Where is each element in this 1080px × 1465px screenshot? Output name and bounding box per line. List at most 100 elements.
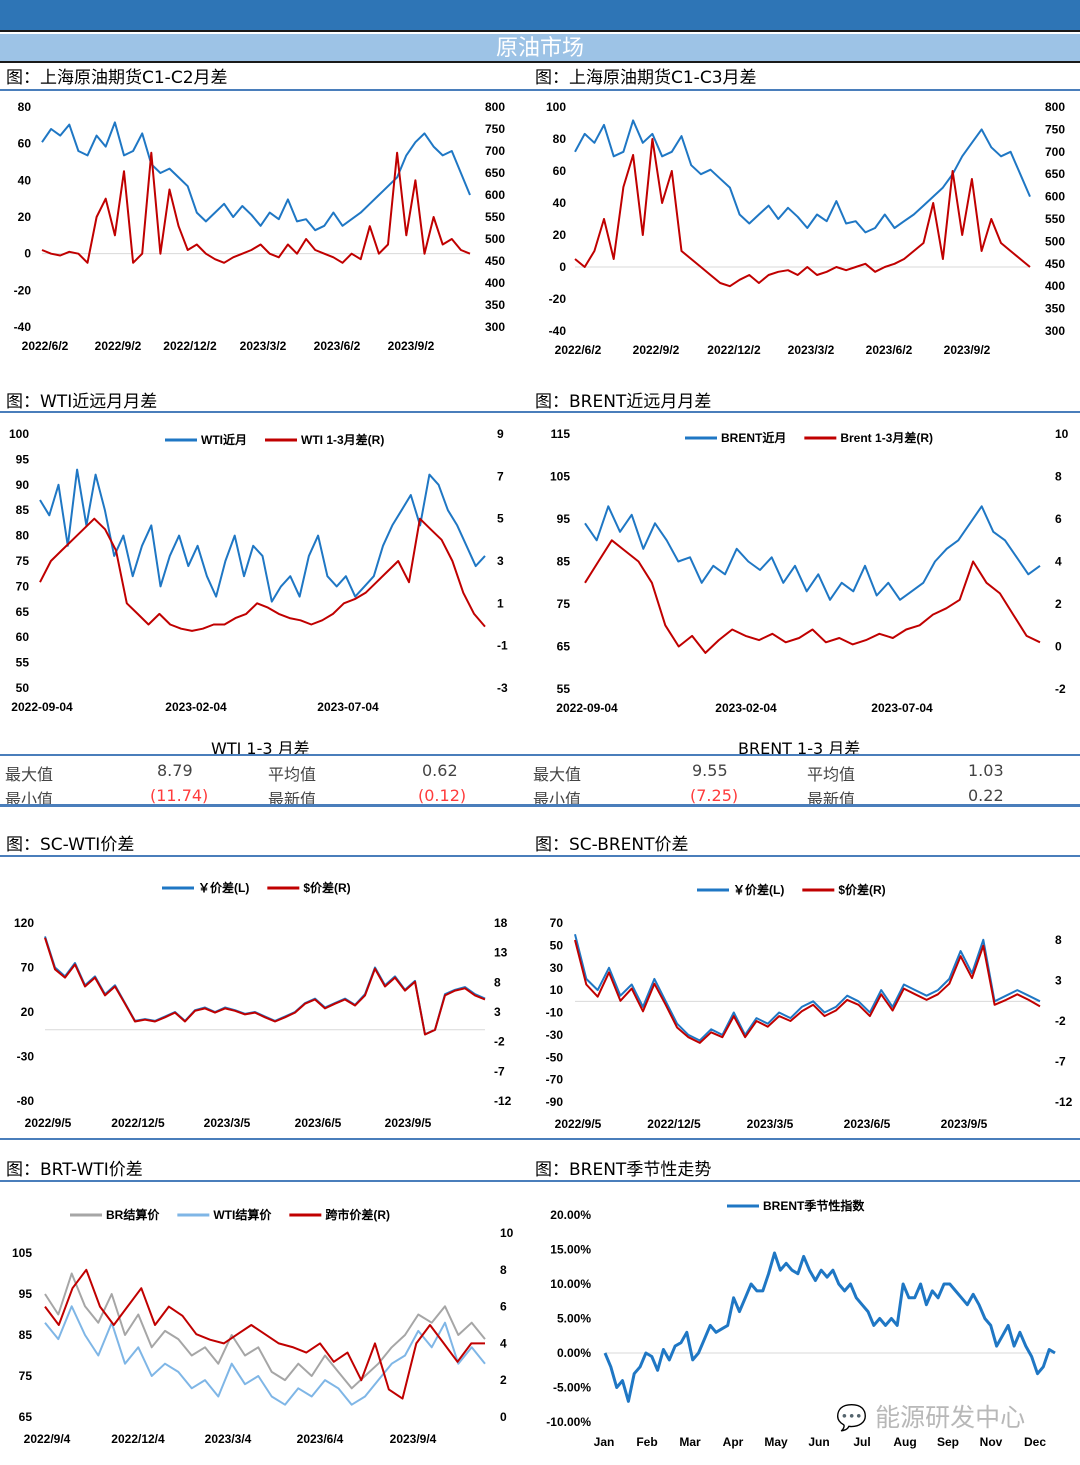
y-tick-label-left: 95	[16, 452, 30, 466]
y-tick-label-left: 70	[550, 916, 564, 930]
chart-c1: 80 60 40 20 0 -20 -40 800 750 700 650 600 550 500 450 4…	[14, 100, 506, 353]
x-tick-label: Dec	[1024, 1435, 1046, 1449]
legend-label: WTI 1-3月差(R)	[301, 432, 384, 447]
y-tick-label-left: 95	[557, 512, 571, 526]
x-tick-label: 2023-02-04	[165, 700, 227, 714]
y-tick-label-left: -70	[546, 1073, 564, 1087]
section-title-c2: 图：上海原油期货C1-C3月差	[535, 68, 757, 88]
x-tick-label: 2023-02-04	[715, 701, 777, 715]
wti-min-value: (11.74)	[150, 786, 209, 805]
divider	[0, 1180, 1080, 1182]
brent-max-value: 9.55	[692, 761, 728, 780]
y-tick-label-left: 75	[16, 554, 30, 568]
x-tick-label: 2023/9/4	[390, 1432, 437, 1446]
section-title-wti: 图：WTI近远月月差	[6, 392, 158, 412]
y-tick-label-right: 550	[485, 210, 505, 224]
y-tick-label-left: -20	[549, 292, 567, 306]
x-tick-label: 2022/6/2	[22, 339, 69, 353]
y-tick-label-right: 2	[1055, 597, 1062, 611]
y-tick-label-right: 800	[485, 100, 505, 114]
section-title-scbrent: 图：SC-BRENT价差	[535, 835, 689, 855]
y-tick-label-left: -20	[14, 283, 32, 297]
y-tick-label-right: 0	[1055, 640, 1062, 654]
chart-seasonal: 20.00% 15.00% 10.00% 5.00% 0.00% -5.00% -10.00…	[546, 1198, 1056, 1449]
y-tick-label-right: 8	[500, 1263, 507, 1277]
legend-label: WTI近月	[201, 432, 247, 447]
y-tick-label-left: 0	[559, 260, 566, 274]
y-tick-label-right: 8	[494, 975, 501, 989]
y-tick-label-left: 60	[16, 630, 30, 644]
legend-label: ￥价差(L)	[733, 882, 784, 897]
x-tick-label: 2022/6/2	[555, 343, 602, 357]
y-tick-label-left: -40	[549, 324, 567, 338]
x-tick-label: Feb	[636, 1435, 657, 1449]
y-tick-label-right: 3	[1055, 974, 1062, 988]
brent-avg-value: 1.03	[968, 761, 1004, 780]
legend-label: ￥价差(L)	[198, 880, 249, 895]
x-tick-label: 2023/3/4	[205, 1432, 252, 1446]
y-tick-label-left: 70	[21, 961, 35, 975]
y-tick-label-left: 40	[553, 196, 567, 210]
y-tick-label-left: 20	[21, 1005, 35, 1019]
chart-brent: 115 105 95 85 75 65 55 10 8 6 4 2 0 -2 2022-09-04 2023-…	[550, 427, 1069, 715]
page-title: 原油市场	[0, 34, 1080, 63]
y-tick-label-left: 70	[16, 579, 30, 593]
wti-avg-label: 平均值	[268, 765, 317, 784]
y-tick-label-left: -50	[546, 1050, 564, 1064]
y-tick-label-right: 300	[485, 320, 505, 334]
y-tick-label-left: 30	[550, 961, 564, 975]
wti-max-label: 最大值	[5, 765, 54, 784]
chart-scbrent: 70 50 30 10 -10 -30 -50 -70 -90 8 3 -2 -7 -12 2022/9/5…	[546, 882, 1073, 1131]
x-tick-label: 2023/9/2	[944, 343, 991, 357]
y-tick-label-left: 10.00%	[550, 1277, 591, 1291]
x-tick-label: 2023/9/5	[941, 1117, 988, 1131]
x-tick-label: Jun	[808, 1435, 829, 1449]
series-line-C1-C2	[41, 151, 471, 264]
y-tick-label-right: 400	[1045, 279, 1065, 293]
y-tick-label-left: 75	[19, 1369, 33, 1383]
legend-label: WTI结算价	[213, 1207, 272, 1222]
x-tick-label: 2022/12/2	[163, 339, 217, 353]
x-tick-label: 2023/6/2	[866, 343, 913, 357]
x-tick-label: 2022/12/5	[111, 1116, 165, 1130]
y-tick-label-left: 85	[16, 503, 30, 517]
x-tick-label: 2023/6/5	[844, 1117, 891, 1131]
y-tick-label-right: 600	[485, 188, 505, 202]
y-tick-label-left: 100	[546, 100, 566, 114]
y-tick-label-left: 55	[557, 682, 571, 696]
chart-brtwti: 105 95 85 75 65 10 8 6 4 2 0 2022/9/4 2022/12/4 2023/…	[12, 1207, 514, 1446]
x-tick-label: 2022/9/4	[24, 1432, 71, 1446]
y-tick-label-left: 75	[557, 597, 571, 611]
y-tick-label-right: -2	[494, 1035, 505, 1049]
y-tick-label-left: 120	[14, 916, 34, 930]
x-tick-label: Apr	[723, 1435, 744, 1449]
y-tick-label-left: 80	[18, 100, 32, 114]
series-line-WTI结算价	[44, 1305, 486, 1406]
section-title-brtwti: 图：BRT-WTI价差	[6, 1160, 143, 1180]
x-tick-label: 2022-09-04	[556, 701, 618, 715]
brent-avg-label: 平均值	[807, 765, 856, 784]
x-tick-label: 2022-09-04	[11, 700, 73, 714]
y-tick-label-left: 0.00%	[557, 1346, 591, 1360]
series-line-WTI近月	[39, 468, 486, 603]
brent-latest-value: 0.22	[968, 786, 1004, 805]
x-tick-label: 2023-07-04	[317, 700, 379, 714]
series-line-SC主力价格	[41, 121, 471, 232]
y-tick-label-left: 115	[551, 427, 571, 441]
legend-label: BR结算价	[106, 1207, 160, 1222]
y-tick-label-left: 60	[553, 164, 567, 178]
y-tick-label-left: 65	[19, 1410, 33, 1424]
legend-label: $价差(R)	[303, 880, 350, 895]
wti-max-value: 8.79	[157, 761, 193, 780]
series-line-Brent 1-3月差(R)	[584, 539, 1041, 654]
y-tick-label-right: -12	[1055, 1095, 1073, 1109]
y-tick-label-left: 20.00%	[550, 1208, 591, 1222]
series-line-$价差(R)	[574, 939, 1041, 1044]
section-title-brent: 图：BRENT近远月月差	[535, 392, 712, 412]
series-line-BR结算价	[44, 1272, 486, 1390]
legend-label: Brent 1-3月差(R)	[840, 430, 933, 445]
y-tick-label-right: 750	[1045, 122, 1065, 136]
brent-stats-title: BRENT 1-3 月差	[738, 739, 861, 758]
y-tick-label-right: 3	[497, 554, 504, 568]
y-tick-label-right: 10	[1055, 427, 1069, 441]
